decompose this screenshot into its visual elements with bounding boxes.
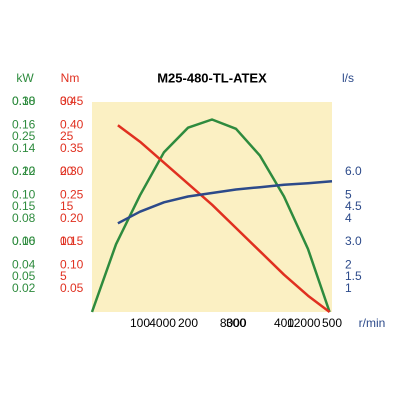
y-tick-label: 0.35: [60, 141, 84, 155]
x2-tick-label: 12000: [287, 316, 321, 330]
y-tick-label: 4: [345, 211, 352, 225]
y-tick-label: 0.10: [12, 234, 36, 248]
x2-tick-label: 8000: [220, 316, 247, 330]
y-tick-label: 0.02: [12, 281, 36, 295]
y-tick-label: 0.30: [60, 164, 84, 178]
y-tick-label: 0.30: [12, 94, 36, 108]
x-tick-label: 300: [226, 316, 246, 330]
y-tick-label: 0.14: [12, 141, 36, 155]
y-tick-label: 0.25: [12, 129, 36, 143]
y-tick-label: 0.15: [60, 234, 84, 248]
series-line: [117, 180, 333, 225]
y-tick-label: 0.20: [60, 211, 84, 225]
y-tick-label: 0.18: [12, 94, 36, 108]
x-tick-label: 200: [178, 316, 198, 330]
y-tick-label: 0.04: [12, 258, 36, 272]
y-tick-label: 0.10: [12, 188, 36, 202]
y-tick-label: 5: [60, 269, 67, 283]
y-tick-label: 0.05: [60, 281, 84, 295]
y-tick-label: 0.45: [60, 94, 84, 108]
y-tick-label: 6.0: [345, 164, 362, 178]
y-tick-label: 5: [345, 188, 352, 202]
x-axis-label: r/min: [359, 316, 386, 330]
y-tick-label: 0.40: [60, 118, 84, 132]
y-tick-label: 25: [60, 129, 74, 143]
y-tick-label: 0.12: [12, 164, 36, 178]
x-tick-label: 400: [274, 316, 294, 330]
y-tick-label: 20: [60, 164, 74, 178]
x-tick-label: 500: [322, 316, 342, 330]
y-tick-label: 0.05: [12, 269, 36, 283]
x2-tick-label: 4000: [149, 316, 176, 330]
y-tick-label: 0.06: [12, 234, 36, 248]
y-axis-label: Nm: [61, 71, 80, 85]
y-tick-label: 2: [345, 258, 352, 272]
y-tick-label: 1: [345, 281, 352, 295]
series-line: [117, 124, 331, 313]
chart-title: M25-480-TL-ATEX: [157, 70, 267, 85]
y-axis-label: l/s: [342, 71, 354, 85]
series-line: [90, 118, 331, 313]
x-tick-label: 100: [130, 316, 150, 330]
y-tick-label: 0.15: [12, 199, 36, 213]
y-axis-label: kW: [16, 71, 34, 85]
y-tick-label: 1.5: [345, 269, 362, 283]
y-tick-label: 0.10: [60, 258, 84, 272]
y-tick-label: 0.25: [60, 188, 84, 202]
y-tick-label: 0.08: [12, 211, 36, 225]
y-tick-label: 10: [60, 234, 74, 248]
y-tick-label: 4.5: [345, 199, 362, 213]
y-tick-label: 30: [60, 94, 74, 108]
y-tick-label: 15: [60, 199, 74, 213]
y-tick-label: 3.0: [345, 234, 362, 248]
y-tick-label: 0.16: [12, 118, 36, 132]
y-tick-label: 0.20: [12, 164, 36, 178]
